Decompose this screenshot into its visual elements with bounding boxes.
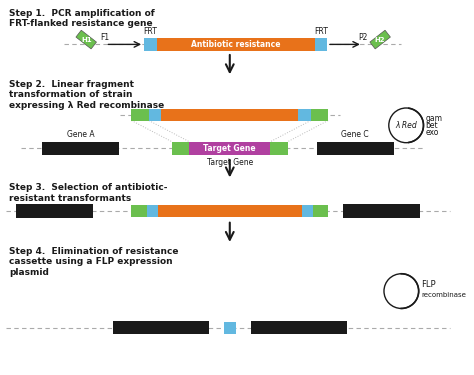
Polygon shape [370,30,391,49]
Text: H1: H1 [81,37,91,43]
Text: Antibiotic resistance: Antibiotic resistance [191,40,280,49]
Bar [313,206,328,217]
Bar [311,109,328,120]
Text: Target Gene: Target Gene [203,144,256,153]
Text: FRT: FRT [314,27,328,36]
Text: Gene A: Gene A [67,130,94,139]
Bar [302,206,313,217]
Bar [343,204,419,218]
Bar [42,142,119,155]
Text: H2: H2 [375,37,385,43]
Bar [149,109,311,120]
Bar [224,322,236,333]
Bar [315,38,327,51]
Bar [16,204,93,218]
Text: Step 1.  PCR amplification of
FRT-flanked resistance gene: Step 1. PCR amplification of FRT-flanked… [9,9,155,28]
Text: FLP: FLP [421,280,436,289]
Polygon shape [76,30,96,49]
Bar [131,206,147,217]
Text: recombinase: recombinase [421,292,466,298]
Bar [317,142,393,155]
Bar [113,321,209,334]
Bar [147,206,157,217]
Bar [144,38,156,51]
Bar [250,321,347,334]
Bar [270,142,288,155]
Text: Step 3.  Selection of antibiotic-
resistant transformants: Step 3. Selection of antibiotic- resista… [9,183,168,203]
Bar [157,206,302,217]
Text: Target Gene: Target Gene [207,158,253,167]
Text: exo: exo [426,128,439,136]
Text: Step 2.  Linear fragment
transformation of strain
expressing λ Red recombinase: Step 2. Linear fragment transformation o… [9,80,164,110]
Text: λ Red: λ Red [395,121,417,130]
Bar [298,109,311,120]
Text: F1: F1 [100,33,110,42]
Text: FRT: FRT [143,27,157,36]
Bar [172,142,189,155]
Bar [131,109,149,120]
Bar [189,142,270,155]
Text: Step 4.  Elimination of resistance
cassette using a FLP expression
plasmid: Step 4. Elimination of resistance casset… [9,247,179,277]
Bar [144,38,327,51]
Text: bet: bet [426,121,438,130]
Text: Gene C: Gene C [341,130,369,139]
Text: P2: P2 [358,33,368,42]
Bar [149,109,161,120]
Text: gam: gam [426,114,442,123]
